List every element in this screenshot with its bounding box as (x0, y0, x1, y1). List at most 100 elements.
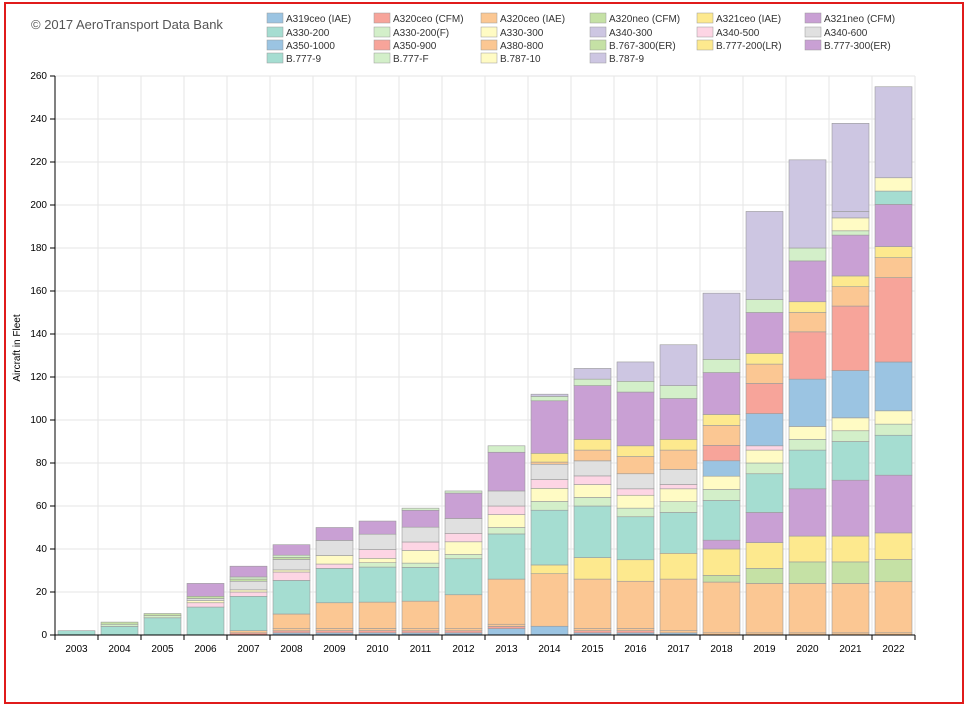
bar-segment[interactable] (530, 573, 569, 627)
bar-segment[interactable] (788, 449, 827, 490)
bar-segment[interactable] (788, 331, 827, 380)
bar-segment[interactable] (745, 568, 784, 584)
bar-segment[interactable] (444, 490, 483, 494)
bar-segment[interactable] (573, 628, 612, 631)
bar-segment[interactable] (874, 190, 913, 205)
bar-segment[interactable] (272, 554, 311, 558)
legend-item[interactable]: A320ceo (CFM) (373, 12, 464, 25)
legend-item[interactable]: B.777-F (373, 52, 429, 65)
bar-segment[interactable] (573, 505, 612, 558)
legend-item[interactable]: B.787-10 (480, 52, 541, 65)
bar-segment[interactable] (272, 559, 311, 571)
bar-segment[interactable] (487, 533, 526, 580)
bar-segment[interactable] (530, 453, 569, 463)
bar-segment[interactable] (272, 544, 311, 556)
bar-segment[interactable] (874, 559, 913, 583)
bar-segment[interactable] (444, 630, 483, 634)
bar-segment[interactable] (358, 630, 397, 634)
bar-segment[interactable] (659, 501, 698, 513)
bar-segment[interactable] (530, 400, 569, 454)
bar-segment[interactable] (788, 426, 827, 440)
legend-item[interactable]: B.787-9 (589, 52, 644, 65)
bar-segment[interactable] (659, 469, 698, 485)
legend-item[interactable]: A320ceo (IAE) (480, 12, 565, 25)
bar-segment[interactable] (487, 626, 526, 629)
bar-segment[interactable] (616, 628, 655, 631)
bar-segment[interactable] (702, 581, 741, 634)
bar-segment[interactable] (659, 484, 698, 490)
bar-segment[interactable] (358, 533, 397, 550)
bar-segment[interactable] (659, 512, 698, 554)
bar-segment[interactable] (401, 628, 440, 632)
bar-segment[interactable] (745, 353, 784, 365)
bar-segment[interactable] (745, 512, 784, 543)
bar-segment[interactable] (702, 292, 741, 360)
bar-segment[interactable] (573, 557, 612, 580)
bar-segment[interactable] (530, 564, 569, 575)
bar-segment[interactable] (229, 591, 268, 597)
bar-segment[interactable] (57, 630, 96, 636)
bar-segment[interactable] (186, 598, 225, 601)
bar-segment[interactable] (573, 385, 612, 440)
bar-segment[interactable] (229, 595, 268, 631)
bar-segment[interactable] (358, 566, 397, 603)
bar-segment[interactable] (616, 488, 655, 496)
bar-segment[interactable] (788, 301, 827, 313)
bar-segment[interactable] (831, 430, 870, 442)
legend-item[interactable]: A380-800 (480, 39, 544, 52)
bar-segment[interactable] (401, 600, 440, 629)
bar-segment[interactable] (272, 630, 311, 634)
bar-segment[interactable] (659, 398, 698, 440)
bar-segment[interactable] (874, 257, 913, 278)
bar-segment[interactable] (874, 204, 913, 247)
legend-item[interactable]: B.767-300(ER) (589, 39, 676, 52)
bar-segment[interactable] (745, 383, 784, 414)
bar-segment[interactable] (444, 492, 483, 519)
bar-segment[interactable] (874, 410, 913, 425)
bar-segment[interactable] (874, 423, 913, 436)
bar-segment[interactable] (186, 606, 225, 636)
bar-segment[interactable] (788, 312, 827, 333)
bar-segment[interactable] (616, 380, 655, 393)
bar-segment[interactable] (487, 505, 526, 515)
bar-segment[interactable] (272, 628, 311, 632)
bar-segment[interactable] (874, 581, 913, 634)
bar-segment[interactable] (702, 414, 741, 426)
bar-segment[interactable] (874, 474, 913, 534)
bar-segment[interactable] (702, 489, 741, 501)
legend-item[interactable]: A330-200(F) (373, 26, 449, 39)
bar-segment[interactable] (229, 589, 268, 593)
bar-segment[interactable] (143, 617, 182, 636)
bar-segment[interactable] (788, 159, 827, 249)
bar-segment[interactable] (745, 363, 784, 384)
legend-item[interactable]: A330-200 (266, 26, 330, 39)
bar-segment[interactable] (616, 516, 655, 561)
legend-item[interactable]: A319ceo (IAE) (266, 12, 351, 25)
bar-segment[interactable] (702, 359, 741, 373)
legend-item[interactable]: A340-500 (696, 26, 760, 39)
bar-segment[interactable] (659, 385, 698, 399)
bar-segment[interactable] (702, 539, 741, 550)
bar-segment[interactable] (788, 260, 827, 303)
bar-segment[interactable] (702, 460, 741, 477)
bar-segment[interactable] (186, 595, 225, 599)
bar-segment[interactable] (788, 535, 827, 563)
bar-segment[interactable] (272, 571, 311, 581)
bar-segment[interactable] (573, 368, 612, 380)
bar-segment[interactable] (573, 378, 612, 386)
bar-segment[interactable] (401, 562, 440, 568)
bar-segment[interactable] (745, 462, 784, 475)
bar-segment[interactable] (659, 449, 698, 470)
bar-segment[interactable] (401, 630, 440, 634)
bar-segment[interactable] (616, 361, 655, 382)
bar-segment[interactable] (100, 626, 139, 636)
bar-segment[interactable] (229, 565, 268, 578)
bar-segment[interactable] (831, 535, 870, 563)
bar-segment[interactable] (401, 550, 440, 564)
legend-item[interactable]: B.777-9 (266, 52, 321, 65)
bar-segment[interactable] (831, 234, 870, 277)
bar-segment[interactable] (788, 583, 827, 634)
bar-segment[interactable] (745, 583, 784, 634)
bar-segment[interactable] (616, 580, 655, 629)
bar-segment[interactable] (487, 490, 526, 507)
